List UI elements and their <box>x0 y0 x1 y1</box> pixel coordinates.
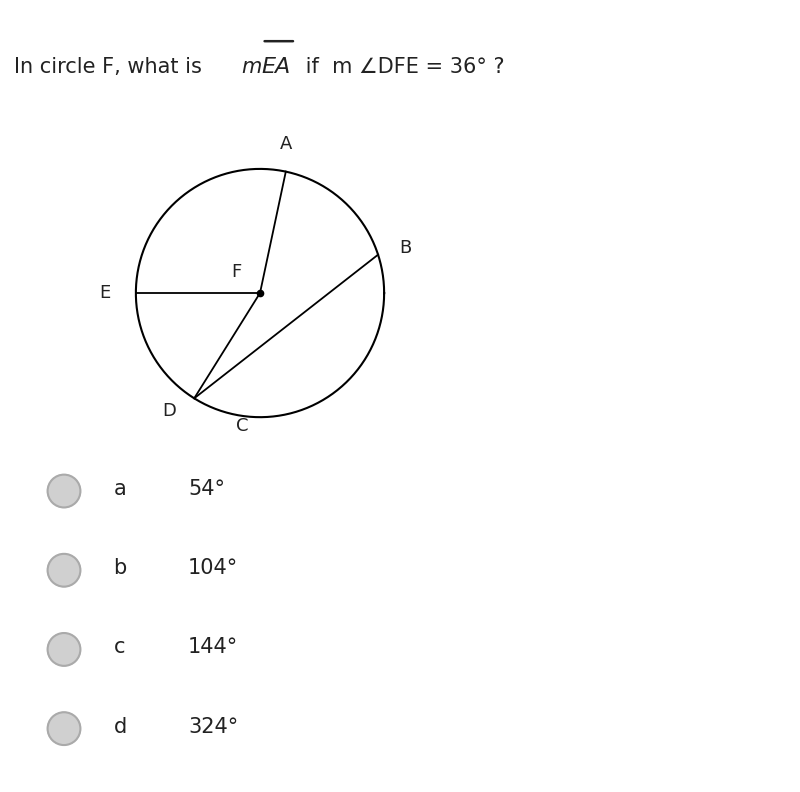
Text: A: A <box>280 135 292 154</box>
Text: B: B <box>399 239 411 257</box>
Circle shape <box>48 712 80 745</box>
Text: m: m <box>242 57 262 78</box>
Text: C: C <box>237 417 249 435</box>
Text: D: D <box>162 402 176 420</box>
Text: EA: EA <box>262 57 291 78</box>
Text: if  m ∠DFE = 36° ?: if m ∠DFE = 36° ? <box>299 57 505 78</box>
Text: 324°: 324° <box>188 717 238 737</box>
Text: 144°: 144° <box>188 638 238 657</box>
Text: a: a <box>114 479 126 499</box>
Circle shape <box>48 474 80 508</box>
Text: d: d <box>114 717 127 737</box>
Text: E: E <box>99 284 110 302</box>
Text: 104°: 104° <box>188 558 238 578</box>
Circle shape <box>48 633 80 666</box>
Circle shape <box>48 554 80 587</box>
Text: b: b <box>114 558 127 578</box>
Text: 54°: 54° <box>188 479 225 499</box>
Text: In circle F, what is: In circle F, what is <box>14 57 208 78</box>
Text: c: c <box>114 638 125 657</box>
Text: F: F <box>231 263 242 281</box>
